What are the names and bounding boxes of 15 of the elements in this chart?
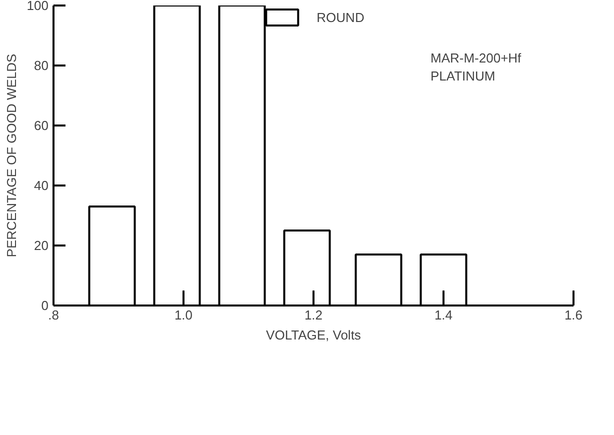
x-tick-label: 1.4 — [434, 308, 453, 322]
x-axis-title: VOLTAGE, Volts — [266, 328, 362, 342]
y-tick-label: 20 — [34, 238, 49, 253]
x-tick-label: 1.2 — [304, 308, 323, 322]
x-tick-label: 1.0 — [174, 308, 193, 322]
annotation: MAR-M-200+Hf PLATINUM — [430, 50, 522, 84]
y-tick-label: 80 — [34, 58, 49, 73]
x-tick-label: 1.6 — [564, 308, 583, 322]
y-tick-label: 0 — [41, 298, 49, 313]
y-axis-title: PERCENTAGE OF GOOD WELDS — [4, 53, 19, 258]
y-tick-label: 60 — [34, 118, 49, 133]
legend-label: ROUND — [316, 10, 364, 24]
x-tick-label: .8 — [48, 308, 59, 322]
y-tick-label: 100 — [26, 0, 49, 13]
y-tick-label: 40 — [34, 178, 49, 193]
